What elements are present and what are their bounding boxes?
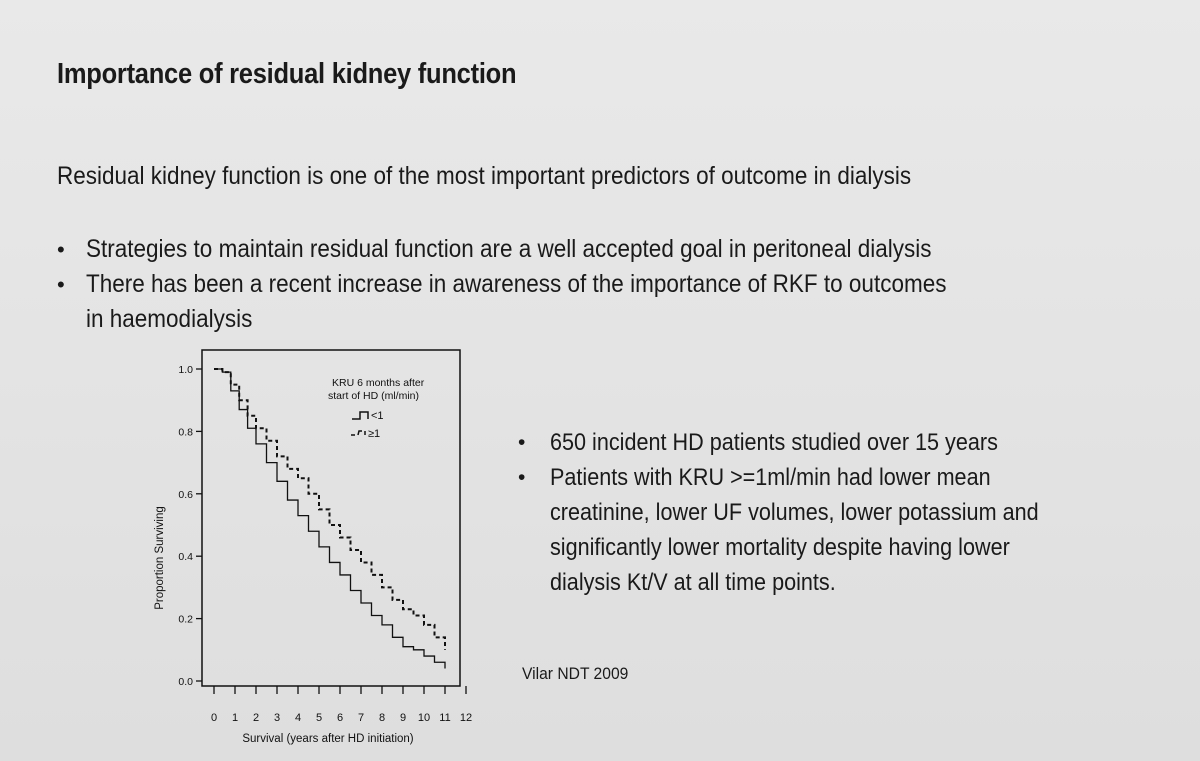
x-tick-label: 12 bbox=[460, 712, 472, 724]
x-axis: 0 1 2 3 4 5 6 7 8 9 10 11 12 bbox=[211, 686, 472, 724]
main-bullet-text: Strategies to maintain residual function… bbox=[86, 235, 932, 263]
y-tick-label: 0.2 bbox=[178, 614, 193, 626]
citation: Vilar NDT 2009 bbox=[522, 664, 629, 683]
slide-subtitle: Residual kidney function is one of the m… bbox=[57, 162, 912, 190]
x-tick-label: 7 bbox=[358, 712, 364, 724]
y-tick-label: 0.4 bbox=[178, 551, 193, 563]
series-line-kru-lt1 bbox=[214, 368, 446, 669]
x-tick-label: 10 bbox=[418, 712, 430, 724]
slide-title: Importance of residual kidney function bbox=[57, 58, 517, 90]
survival-chart: 0.00.20.40.60.81.0 0 1 2 3 4 5 6 7 8 9 10 11 12 KRU … bbox=[154, 349, 472, 745]
x-tick-label: 5 bbox=[316, 712, 322, 724]
y-axis-label: Proportion Surviving bbox=[154, 506, 166, 610]
main-bullet-text: There has been a recent increase in awar… bbox=[86, 270, 947, 333]
legend-entry-lt1: <1 bbox=[371, 410, 384, 422]
legend-entry-ge1: ≥1 bbox=[368, 428, 380, 440]
x-tick-label: 2 bbox=[253, 712, 259, 724]
findings-bullet-list: 650 incident HD patients studied over 15… bbox=[518, 425, 1118, 600]
x-tick-label: 1 bbox=[232, 712, 238, 724]
main-bullet-item: There has been a recent increase in awar… bbox=[57, 267, 1097, 337]
x-tick-label: 4 bbox=[295, 712, 301, 724]
series-line-kru-ge1 bbox=[214, 368, 446, 650]
legend-solid-line-icon bbox=[352, 411, 369, 420]
x-tick-label: 11 bbox=[439, 712, 450, 724]
y-tick-label: 0.8 bbox=[178, 426, 193, 438]
main-bullet-list: Strategies to maintain residual function… bbox=[57, 232, 1097, 337]
x-tick-label: 0 bbox=[211, 712, 217, 724]
y-tick-label: 1.0 bbox=[178, 364, 193, 376]
legend-dashed-line-icon bbox=[351, 430, 366, 436]
y-axis: 0.0 0.2 0.4 0.6 0.8 1.0 bbox=[178, 364, 202, 688]
legend-title-line2: start of HD (ml/min) bbox=[328, 390, 419, 402]
legend-title-line1: KRU 6 months after bbox=[332, 377, 425, 389]
x-tick-label: 3 bbox=[274, 712, 280, 724]
legend: KRU 6 months after start of HD (ml/min) … bbox=[328, 377, 425, 440]
findings-bullet-item: 650 incident HD patients studied over 15… bbox=[518, 425, 1118, 460]
x-tick-label: 9 bbox=[400, 712, 406, 724]
series-layer bbox=[214, 368, 446, 669]
y-tick-label: 0.0 bbox=[178, 676, 193, 688]
y-tick-label: 0.6 bbox=[178, 489, 193, 501]
findings-bullet-item: Patients with KRU >=1ml/min had lower me… bbox=[518, 460, 1118, 600]
x-tick-label: 8 bbox=[379, 712, 385, 724]
x-axis-label: Survival (years after HD initiation) bbox=[242, 733, 413, 745]
plot-frame bbox=[201, 349, 461, 687]
findings-bullet-text: Patients with KRU >=1ml/min had lower me… bbox=[550, 464, 1039, 596]
x-tick-label: 6 bbox=[337, 712, 343, 724]
findings-bullet-text: 650 incident HD patients studied over 15… bbox=[550, 429, 998, 456]
main-bullet-item: Strategies to maintain residual function… bbox=[57, 232, 1097, 267]
